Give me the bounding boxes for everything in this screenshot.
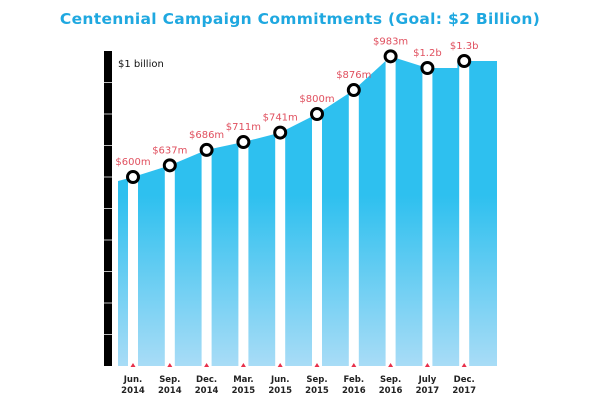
- x-tick-marker: [204, 363, 210, 367]
- x-tick-label-month: Dec.: [196, 375, 217, 385]
- gap-stripe: [312, 114, 322, 366]
- gap-stripe: [201, 149, 212, 366]
- x-tick-label-year: 2014: [158, 386, 182, 396]
- x-tick-marker: [240, 363, 246, 367]
- x-tick-marker: [351, 363, 357, 367]
- y-axis: [104, 51, 112, 366]
- data-point: [273, 125, 288, 140]
- x-tick-label-month: Feb.: [344, 375, 365, 385]
- x-tick-label-month: Sep.: [380, 375, 401, 385]
- data-point: [199, 142, 214, 157]
- value-label: $686m: [189, 130, 224, 141]
- x-tick-label-month: Dec.: [454, 375, 475, 385]
- data-point: [126, 170, 140, 184]
- value-label: $1.2b: [413, 48, 442, 59]
- chart-title: Centennial Campaign Commitments (Goal: $…: [59, 10, 541, 28]
- data-point: [383, 49, 398, 64]
- gap-stripe: [348, 90, 359, 366]
- value-label: $637m: [152, 145, 187, 156]
- data-point: [310, 107, 324, 121]
- marks-layer: $600mJun.2014$637mSep.2014$686mDec.2014$…: [115, 36, 478, 396]
- x-tick-label-month: Mar.: [233, 375, 253, 385]
- gap-stripe: [128, 177, 138, 366]
- value-label: $741m: [263, 113, 298, 124]
- x-tick-marker: [424, 363, 430, 367]
- value-label: $876m: [336, 70, 371, 81]
- value-label: $600m: [115, 157, 150, 168]
- x-tick-label-year: 2016: [342, 386, 366, 396]
- value-label: $983m: [373, 36, 408, 47]
- x-tick-marker: [314, 363, 320, 367]
- x-tick-marker: [461, 363, 467, 367]
- data-point: [420, 61, 435, 75]
- x-tick-marker: [277, 363, 283, 367]
- gap-stripe: [164, 165, 175, 366]
- data-point: [236, 135, 251, 150]
- x-tick-label-year: 2017: [452, 386, 476, 396]
- x-tick-label-year: 2015: [232, 386, 256, 396]
- value-label: $1.3b: [450, 41, 479, 52]
- area-layer: [118, 56, 497, 366]
- x-tick-label-year: 2017: [416, 386, 440, 396]
- data-point: [346, 83, 361, 98]
- x-tick-label-year: 2015: [305, 386, 329, 396]
- data-point: [162, 158, 177, 173]
- x-tick-label-month: Jun.: [270, 375, 290, 385]
- gap-stripe: [422, 68, 433, 366]
- y-tick-label: $1 billion: [118, 59, 164, 70]
- x-tick-marker: [167, 363, 173, 367]
- x-tick-label-month: Sep.: [306, 375, 327, 385]
- area-fill: [118, 56, 497, 366]
- gap-stripe: [238, 142, 249, 366]
- x-tick-label-year: 2016: [379, 386, 403, 396]
- gap-stripe: [459, 61, 470, 366]
- gap-stripe: [275, 132, 286, 366]
- x-tick-label-year: 2014: [195, 386, 219, 396]
- x-tick-label-month: Sep.: [159, 375, 180, 385]
- x-tick-label-year: 2015: [268, 386, 292, 396]
- x-tick-label-year: 2014: [121, 386, 145, 396]
- x-tick-marker: [130, 363, 136, 367]
- x-tick-label-month: Jun.: [123, 375, 143, 385]
- value-label: $800m: [299, 94, 334, 105]
- data-point: [457, 54, 472, 68]
- x-tick-marker: [388, 363, 394, 367]
- gap-stripe: [385, 56, 396, 366]
- value-label: $711m: [226, 122, 261, 133]
- x-tick-label-month: July: [418, 375, 437, 385]
